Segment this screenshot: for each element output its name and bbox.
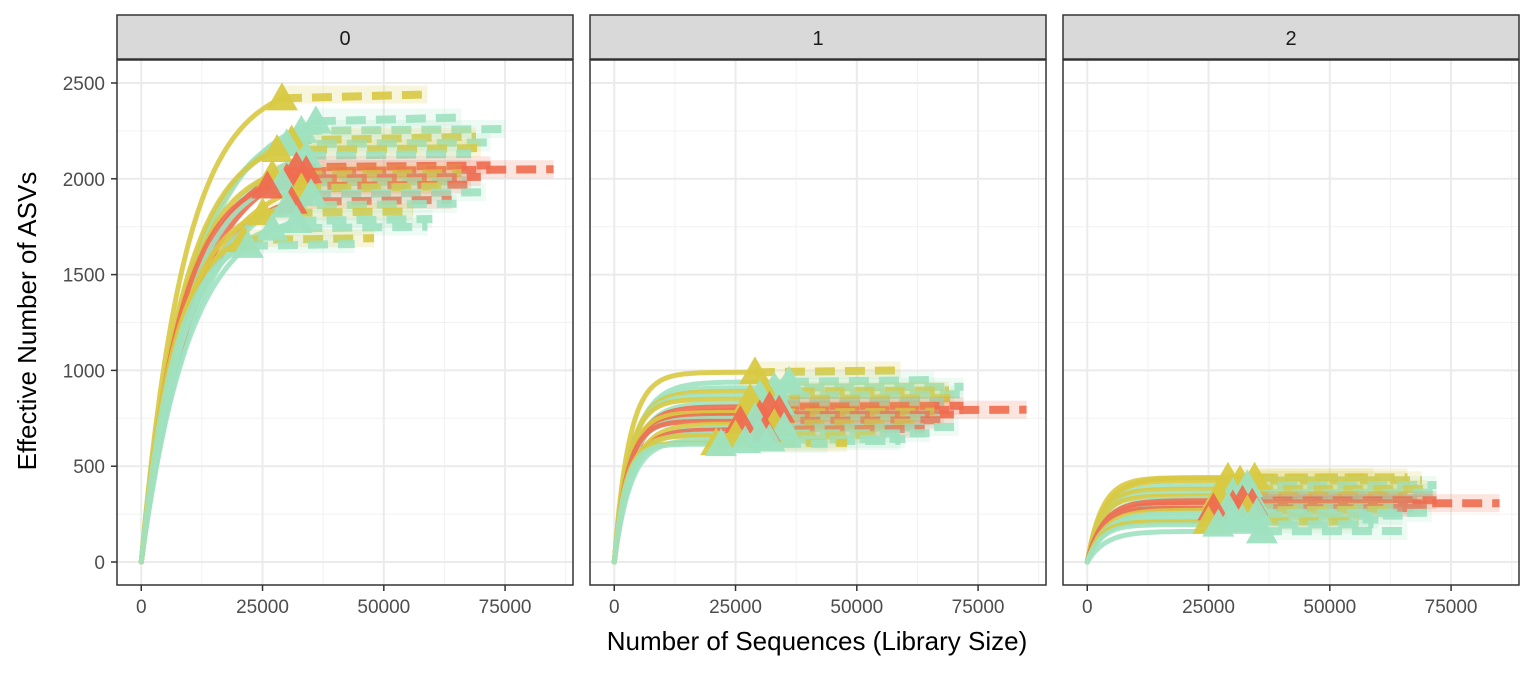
- x-tick-label: 0: [609, 597, 620, 618]
- x-tick-label: 25000: [1182, 597, 1235, 618]
- y-tick-label: 0: [94, 553, 105, 574]
- y-tick-label: 2000: [63, 170, 105, 191]
- y-tick-label: 1500: [63, 266, 105, 287]
- facet-strip-label: 1: [812, 28, 823, 50]
- y-tick-label: 2500: [63, 74, 105, 95]
- x-tick-label: 50000: [830, 597, 883, 618]
- y-axis-title: Effective Number of ASVs: [12, 172, 42, 471]
- x-tick-label: 25000: [236, 597, 289, 618]
- x-tick-label: 75000: [1425, 597, 1478, 618]
- x-tick-label: 50000: [357, 597, 410, 618]
- panels-layer: 0 0 25000 50000 75000 1 0 25000 50000 75000 2 0 2500…: [117, 15, 1519, 618]
- y-tick-label: 500: [73, 457, 105, 478]
- x-axis-title: Number of Sequences (Library Size): [607, 626, 1028, 656]
- x-tick-label: 0: [136, 597, 147, 618]
- facet-panel-1: 1 0 25000 50000 75000: [590, 15, 1046, 618]
- x-tick-label: 75000: [479, 597, 532, 618]
- facet-panel-2: 2 0 25000 50000 75000: [1063, 15, 1519, 618]
- x-tick-label: 25000: [709, 597, 762, 618]
- x-tick-label: 75000: [952, 597, 1005, 618]
- facet-strip-label: 0: [339, 28, 350, 50]
- facet-panel-0: 0 0 25000 50000 75000: [117, 15, 573, 618]
- y-axis: 0 500 1000 1500 2000 2500: [63, 74, 117, 574]
- x-tick-label: 50000: [1303, 597, 1356, 618]
- facet-strip-label: 2: [1285, 28, 1296, 50]
- y-tick-label: 1000: [63, 361, 105, 382]
- x-tick-label: 0: [1082, 597, 1093, 618]
